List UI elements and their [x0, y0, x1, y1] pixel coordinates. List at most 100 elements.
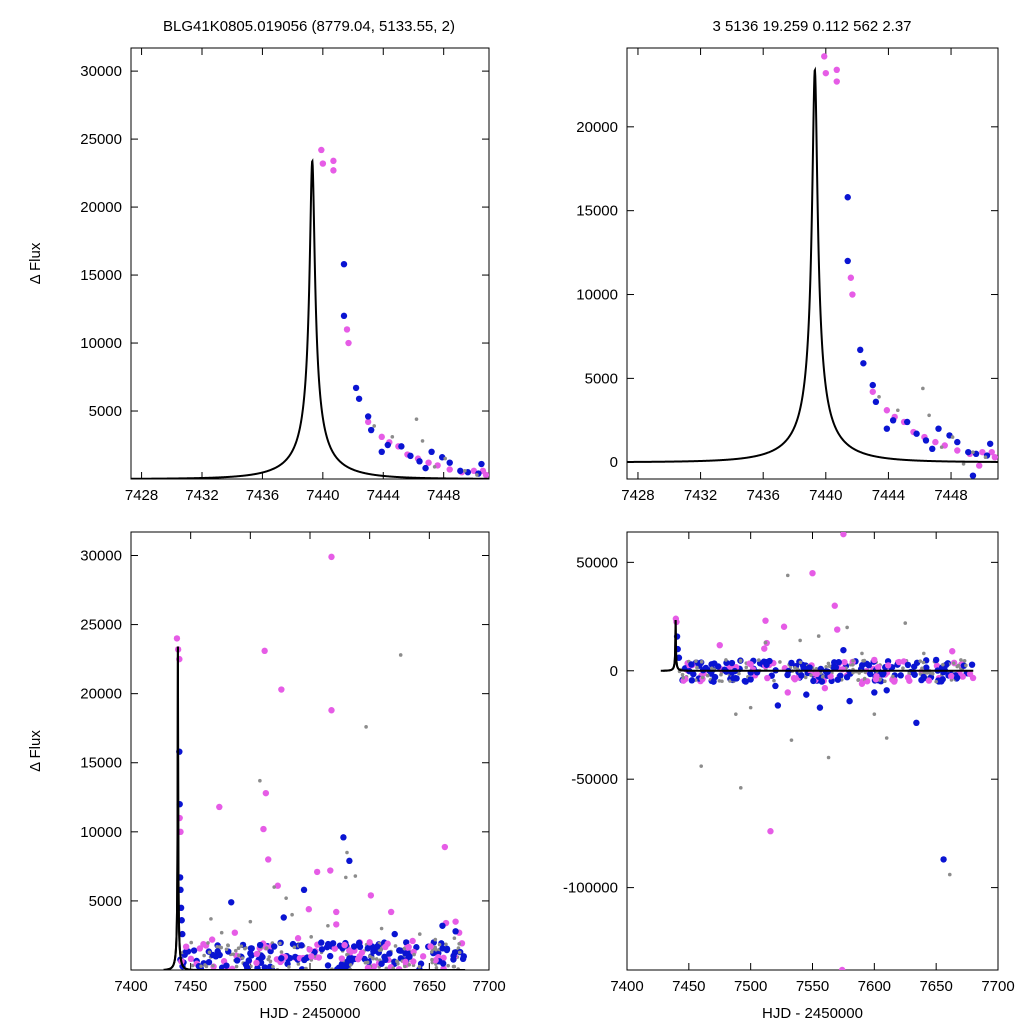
data-point: [452, 928, 459, 935]
data-point: [857, 346, 864, 354]
data-point: [402, 958, 409, 966]
x-tick-label: 7600: [353, 978, 386, 995]
data-point: [803, 675, 808, 680]
data-point: [203, 963, 207, 967]
data-point: [988, 448, 995, 456]
data-point: [843, 674, 851, 681]
data-point: [860, 651, 864, 656]
data-point: [240, 956, 245, 960]
x-tick-label: 7444: [367, 487, 400, 504]
data-point: [803, 691, 810, 698]
data-point: [434, 965, 439, 970]
data-point: [737, 671, 741, 676]
data-point: [409, 937, 416, 945]
data-point: [422, 464, 429, 472]
data-point: [178, 917, 185, 924]
data-point: [446, 459, 453, 466]
data-point: [834, 626, 841, 633]
y-tick-label: 20000: [576, 119, 618, 136]
data-point: [851, 658, 855, 663]
data-point: [932, 656, 940, 664]
y-tick-label: 25000: [80, 131, 122, 148]
data-point: [417, 932, 422, 936]
x-tick-label: 7448: [427, 487, 460, 504]
data-point: [463, 469, 467, 473]
data-point: [933, 662, 941, 670]
data-point: [306, 946, 313, 953]
data-point: [338, 955, 345, 962]
data-point: [248, 919, 253, 924]
data-point: [370, 963, 378, 970]
data-point: [425, 459, 432, 466]
data-point: [318, 946, 326, 953]
data-point: [954, 438, 961, 446]
data-point: [223, 962, 230, 969]
y-tick-label: 10000: [80, 335, 122, 352]
data-point: [910, 663, 918, 670]
data-point: [326, 952, 334, 960]
data-point: [789, 738, 794, 742]
data-point: [248, 945, 255, 952]
data-point: [728, 659, 736, 667]
data-point: [858, 680, 866, 687]
data-point: [428, 448, 435, 456]
data-point: [309, 935, 313, 939]
data-point: [243, 964, 251, 970]
data-point: [430, 957, 434, 962]
data-point: [239, 944, 244, 949]
data-point: [446, 466, 453, 473]
data-point: [889, 417, 897, 424]
data-point: [991, 453, 998, 461]
data-point: [969, 674, 977, 682]
data-point: [742, 678, 749, 685]
data-point: [254, 964, 261, 970]
data-point: [809, 569, 816, 577]
data-point: [874, 663, 882, 671]
data-point: [440, 954, 447, 962]
data-point: [433, 937, 438, 942]
data-point: [452, 936, 457, 941]
data-point: [717, 679, 722, 683]
data-point: [482, 471, 489, 479]
data-point: [772, 682, 779, 690]
x-tick-label: 7436: [246, 487, 279, 504]
data-point: [840, 646, 847, 654]
data-point: [748, 705, 753, 710]
data-point: [300, 886, 308, 894]
x-tick-label: 7440: [809, 487, 842, 504]
data-point: [872, 398, 880, 406]
data-point: [416, 458, 423, 465]
x-tick-label: 7500: [234, 978, 267, 995]
data-point: [942, 661, 950, 669]
data-point: [390, 435, 395, 439]
data-point: [413, 944, 420, 951]
data-point: [816, 634, 821, 638]
data-point: [457, 941, 461, 946]
data-point: [953, 674, 961, 681]
data-point: [261, 647, 268, 655]
data-point: [950, 435, 955, 439]
model-curve: [627, 66, 998, 463]
data-point: [979, 448, 986, 456]
data-point: [219, 930, 224, 935]
data-point: [949, 648, 956, 655]
y-tick-label: 0: [610, 454, 618, 471]
data-point: [328, 553, 335, 561]
y-tick-label: 50000: [576, 554, 618, 571]
data-point: [391, 930, 398, 938]
data-point: [386, 950, 393, 957]
data-point: [878, 677, 882, 682]
plot-frame: [626, 531, 999, 971]
x-tick-label: 7550: [796, 978, 829, 995]
data-point: [446, 963, 450, 968]
data-point: [844, 257, 851, 265]
data-point: [871, 656, 878, 664]
data-point: [869, 388, 876, 395]
data-point: [414, 417, 419, 421]
data-point: [364, 945, 372, 952]
y-tick-label: 5000: [89, 403, 122, 420]
data-point: [189, 940, 194, 945]
data-point: [831, 602, 838, 609]
data-point: [883, 425, 891, 432]
data-point: [813, 670, 820, 678]
